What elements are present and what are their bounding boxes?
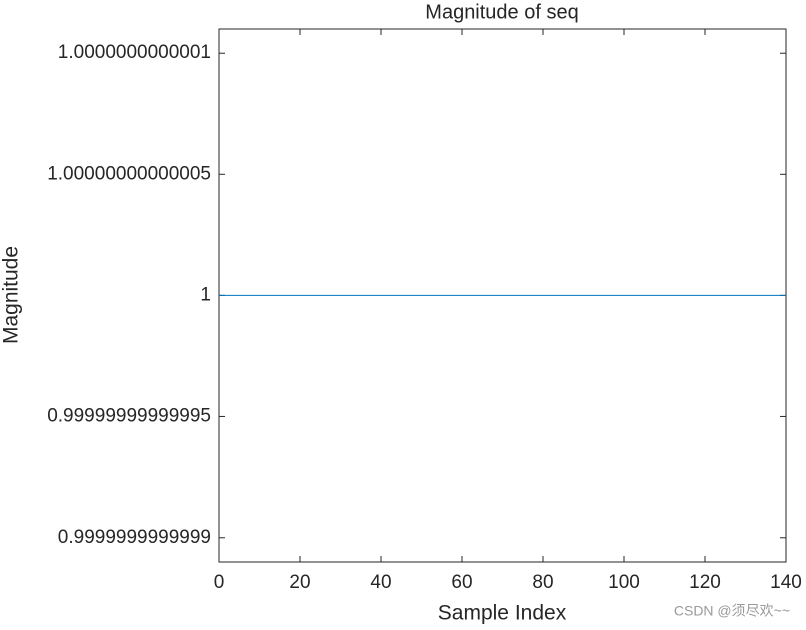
y-tick-label: 1.00000000000005	[47, 163, 211, 184]
y-tick-label: 1	[200, 284, 211, 305]
x-axis-label: Sample Index	[438, 602, 567, 625]
x-tick-label: 140	[770, 572, 802, 593]
chart-title: Magnitude of seq	[425, 1, 578, 23]
y-tick-label: 1.0000000000001	[58, 42, 211, 63]
x-tick-label: 60	[451, 572, 472, 593]
x-tick-label: 20	[289, 572, 310, 593]
y-axis-label: Magnitude	[0, 246, 23, 344]
x-tick-label: 0	[214, 572, 225, 593]
x-tick-label: 120	[689, 572, 721, 593]
x-tick-label: 40	[370, 572, 391, 593]
y-tick-label: 0.99999999999995	[47, 405, 211, 426]
x-tick-label: 100	[608, 572, 640, 593]
y-tick-label: 0.9999999999999	[58, 527, 211, 548]
x-tick-label: 80	[532, 572, 553, 593]
watermark: CSDN @须尽欢~~	[674, 603, 790, 619]
